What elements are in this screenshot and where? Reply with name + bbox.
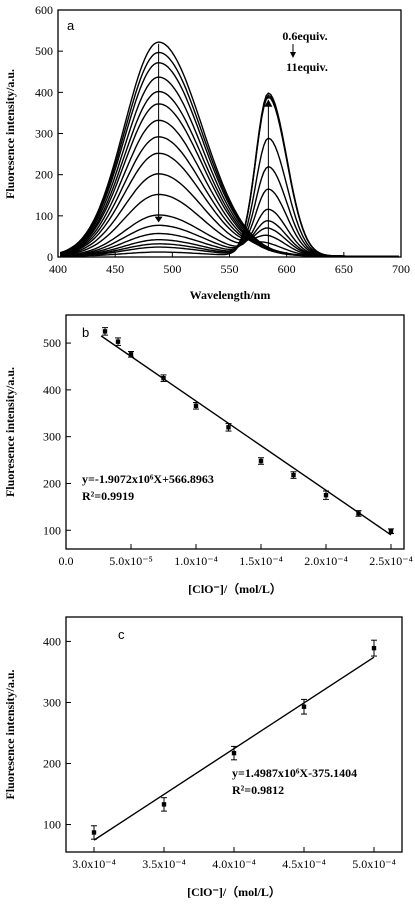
panel-b [65,314,405,550]
panel-b-xtick-label: 1.0x10⁻⁴ [174,554,218,568]
panel-b-point [258,458,264,464]
panel-b-xtick-label: 1.5x10⁻⁴ [239,554,283,568]
panel-a-xtick-label: 550 [221,262,239,276]
panel-b-ytick-label: 100 [43,523,61,537]
panel-b-ytick-label: 500 [43,336,61,350]
panel-b-label: b [82,325,89,340]
panel-a-xtick-label: 700 [392,262,410,276]
panel-c-r2: R²=0.9812 [232,783,284,797]
panel-a-ytick-label: 0 [47,250,53,264]
panel-c-frame [65,616,403,853]
panel-c [65,616,403,853]
panel-c-xtick-label: 4.5x10⁻⁴ [282,857,326,871]
panel-c-point [91,830,97,835]
panel-a-ylabel: Fluoresence intensity/a.u. [3,69,17,199]
panel-a-ytick-label: 400 [35,85,53,99]
panel-a-up-arrowhead [264,99,273,107]
panel-a-annotation-top: 0.6equiv. [282,29,327,43]
panel-b-ytick-label: 200 [43,476,61,490]
panel-a-down-arrowhead [154,216,163,223]
panel-b-fit-line [100,335,392,536]
panel-b-r2: R²=0.9919 [82,489,134,503]
panel-a-xlabel: Wavelength/nm [190,288,271,302]
panel-a [57,9,402,258]
panel-c-xtick-label: 4.0x10⁻⁴ [212,857,256,871]
panel-b-point [356,511,361,516]
panel-b-xtick-label: 2.5x10⁻⁴ [369,554,413,568]
panel-a-ytick-label: 200 [35,168,53,182]
panel-b-point [161,375,166,381]
panel-c-ytick-label: 200 [43,756,61,770]
panel-a-ytick-label: 300 [35,127,53,141]
panel-b-ytick-label: 400 [43,383,61,397]
panel-c-point [301,704,307,709]
panel-b-point [193,403,199,408]
panel-a-xtick-label: 450 [106,262,124,276]
panel-c-equation: y=1.4987x10⁶X-375.1404 [232,766,357,780]
panel-b-frame [65,314,405,550]
panel-c-label: c [118,627,125,642]
panel-b-ytick-label: 300 [43,430,61,444]
panel-c-xtick-label: 3.0x10⁻⁴ [72,857,116,871]
panel-a-annotation-bottom: 11equiv. [286,60,328,74]
panel-a-ytick-label: 500 [35,44,53,58]
panel-b-point [388,529,394,534]
panel-c-point [371,645,377,651]
panel-b-point [226,425,231,430]
panel-b-xtick-label: 5.0x10⁻⁵ [109,554,153,568]
panel-c-point [161,802,167,807]
panel-c-xtick-label: 5.0x10⁻⁴ [352,857,396,871]
panel-c-xlabel: [ClO⁻]/（mol/L） [187,884,281,899]
panel-a-ytick-label: 100 [35,209,53,223]
panel-b-xlabel: [ClO⁻]/（mol/L） [188,581,282,596]
panel-b-point [291,472,296,478]
panel-a-xtick-label: 650 [335,262,353,276]
panel-b-ylabel: Fluoresence intensity/a.u. [3,367,17,497]
panel-a-spectrum-18 [60,94,399,257]
panel-a-annotation-arrowhead [290,52,296,58]
panel-c-ylabel: Fluoresence intensity/a.u. [3,669,17,799]
panel-b-point [323,492,329,498]
panel-c-ytick-label: 400 [43,634,61,648]
panel-b-xtick-label: 0.0 [59,554,74,568]
panel-a-label: a [67,18,75,33]
panel-a-xtick-label: 500 [163,262,181,276]
panel-c-xtick-label: 3.5x10⁻⁴ [142,857,186,871]
panel-a-spectrum-3 [60,61,399,257]
panel-a-ytick-label: 600 [35,3,53,17]
panel-b-equation: y=-1.9072x10⁶X+566.8963 [82,472,214,486]
panel-b-xtick-label: 2.0x10⁻⁴ [304,554,348,568]
panel-c-ytick-label: 100 [43,818,61,832]
panel-b-point [102,329,108,334]
panel-b-point [128,352,134,357]
panel-a-xtick-label: 400 [49,262,67,276]
panel-c-ytick-label: 300 [43,695,61,709]
panel-c-point [231,750,237,756]
panel-a-xtick-label: 600 [278,262,296,276]
panel-b-point [115,339,121,344]
